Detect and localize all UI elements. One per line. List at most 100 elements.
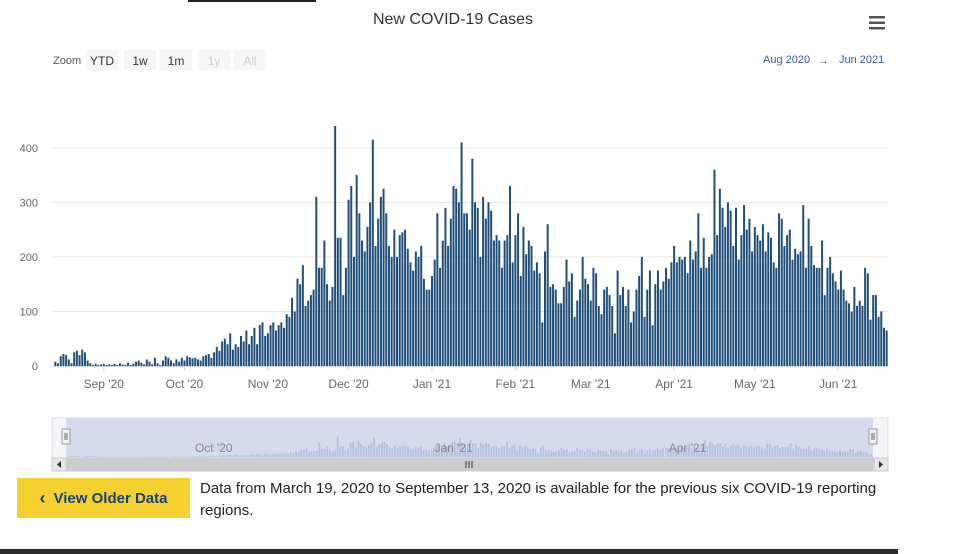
bar[interactable]: [463, 213, 466, 366]
bar[interactable]: [662, 281, 665, 366]
bar[interactable]: [215, 346, 218, 366]
range-from[interactable]: Aug 2020: [763, 54, 810, 66]
bar[interactable]: [568, 281, 571, 366]
bar[interactable]: [444, 207, 447, 366]
bar[interactable]: [541, 322, 544, 366]
bar[interactable]: [234, 344, 237, 366]
bar[interactable]: [67, 359, 70, 366]
bar[interactable]: [272, 322, 275, 366]
bar[interactable]: [517, 213, 520, 366]
bar[interactable]: [651, 325, 654, 366]
bar[interactable]: [455, 188, 458, 366]
bar[interactable]: [218, 350, 221, 366]
bar[interactable]: [361, 240, 364, 366]
view-older-data-button[interactable]: ‹ View Older Data: [17, 478, 190, 518]
bar[interactable]: [691, 259, 694, 366]
bar[interactable]: [194, 357, 197, 366]
bar[interactable]: [600, 314, 603, 366]
bar[interactable]: [420, 246, 423, 366]
bar[interactable]: [205, 355, 207, 366]
bar[interactable]: [256, 344, 259, 366]
bar[interactable]: [511, 262, 514, 366]
bar[interactable]: [743, 205, 746, 366]
bar[interactable]: [576, 300, 579, 366]
bar[interactable]: [490, 210, 493, 366]
bar[interactable]: [810, 246, 813, 366]
bar[interactable]: [436, 213, 439, 366]
bar[interactable]: [412, 270, 415, 366]
bar[interactable]: [439, 267, 442, 366]
bar[interactable]: [648, 270, 651, 366]
bar[interactable]: [813, 265, 816, 366]
bar[interactable]: [140, 362, 143, 366]
bar[interactable]: [646, 289, 649, 366]
bar[interactable]: [248, 344, 251, 366]
bar[interactable]: [837, 289, 840, 366]
bar[interactable]: [191, 358, 194, 366]
bar[interactable]: [430, 276, 433, 366]
bar[interactable]: [562, 286, 565, 366]
bar[interactable]: [81, 349, 84, 366]
bar[interactable]: [471, 158, 474, 366]
bar[interactable]: [858, 300, 861, 366]
bar[interactable]: [250, 336, 253, 366]
bar[interactable]: [129, 364, 132, 366]
bar[interactable]: [334, 126, 337, 366]
bar[interactable]: [748, 218, 751, 366]
bar[interactable]: [697, 213, 700, 366]
bar[interactable]: [772, 262, 775, 366]
bar[interactable]: [94, 363, 97, 366]
bar[interactable]: [718, 188, 721, 366]
bar[interactable]: [856, 306, 859, 366]
bar[interactable]: [665, 267, 668, 366]
bar[interactable]: [323, 240, 326, 366]
bar[interactable]: [864, 267, 867, 366]
bar[interactable]: [708, 256, 711, 366]
bar[interactable]: [199, 360, 202, 366]
bar[interactable]: [65, 355, 68, 366]
bar[interactable]: [756, 235, 759, 366]
bar[interactable]: [468, 229, 471, 366]
bar[interactable]: [866, 273, 869, 366]
bar[interactable]: [885, 330, 888, 366]
bar[interactable]: [350, 186, 353, 366]
scrollbar[interactable]: [51, 457, 889, 472]
bar[interactable]: [533, 270, 536, 366]
bar[interactable]: [788, 229, 791, 366]
bar[interactable]: [584, 278, 587, 366]
bar[interactable]: [592, 267, 595, 366]
bar[interactable]: [622, 286, 624, 366]
zoom-button-ytd[interactable]: YTD: [86, 50, 118, 70]
bar[interactable]: [678, 256, 681, 366]
bar[interactable]: [826, 267, 829, 366]
bar[interactable]: [778, 213, 781, 366]
bar[interactable]: [683, 256, 686, 366]
bar[interactable]: [301, 265, 304, 366]
bar[interactable]: [500, 267, 503, 366]
bar[interactable]: [358, 213, 361, 366]
bar[interactable]: [654, 284, 657, 366]
bar[interactable]: [264, 336, 267, 366]
bar[interactable]: [213, 352, 216, 366]
bar[interactable]: [764, 251, 767, 366]
bar[interactable]: [570, 273, 573, 366]
bar[interactable]: [143, 364, 146, 366]
bar[interactable]: [761, 224, 764, 366]
bar[interactable]: [339, 237, 342, 366]
navigator-handle-left[interactable]: [61, 428, 71, 445]
bar[interactable]: [484, 218, 487, 366]
bar[interactable]: [829, 256, 832, 366]
bar-series[interactable]: [54, 126, 888, 366]
bar[interactable]: [807, 218, 810, 366]
bar[interactable]: [164, 356, 167, 366]
bar[interactable]: [401, 232, 404, 366]
bar[interactable]: [371, 139, 374, 366]
bar[interactable]: [775, 267, 778, 366]
bar[interactable]: [390, 256, 393, 366]
bar[interactable]: [815, 267, 818, 366]
bar[interactable]: [315, 196, 318, 366]
bar[interactable]: [522, 226, 525, 366]
bar[interactable]: [694, 251, 697, 366]
bar[interactable]: [156, 363, 159, 366]
bar[interactable]: [223, 338, 226, 366]
